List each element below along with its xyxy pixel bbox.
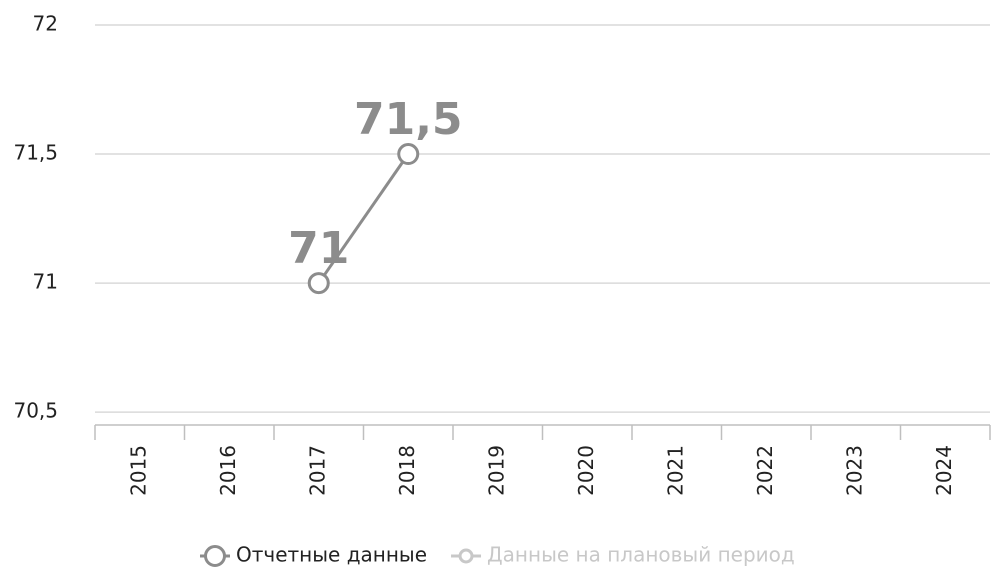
y-tick-label: 71,5 xyxy=(13,141,58,165)
x-tick-label: 2022 xyxy=(753,445,777,496)
x-tick-label: 2017 xyxy=(305,445,329,496)
legend-label: Данные на плановый период xyxy=(487,543,795,567)
data-label: 71,5 xyxy=(354,94,463,145)
y-tick-label: 72 xyxy=(33,12,58,36)
x-tick-label: 2016 xyxy=(216,445,240,496)
y-tick-label: 70,5 xyxy=(13,399,58,423)
point xyxy=(307,272,330,295)
x-tick-label: 2015 xyxy=(126,445,150,496)
legend-marker xyxy=(458,548,474,564)
y-tick-label: 71 xyxy=(33,270,58,294)
data-label: 71 xyxy=(288,223,349,274)
x-tick-label: 2024 xyxy=(932,445,956,496)
series-line xyxy=(317,153,410,284)
x-tick-label: 2019 xyxy=(484,445,508,496)
point xyxy=(397,143,420,166)
x-tick-label: 2018 xyxy=(395,445,419,496)
x-tick-label: 2021 xyxy=(663,445,687,496)
legend-marker xyxy=(204,545,226,567)
x-tick-label: 2020 xyxy=(574,445,598,496)
legend-label: Отчетные данные xyxy=(236,543,427,567)
x-tick-label: 2023 xyxy=(842,445,866,496)
